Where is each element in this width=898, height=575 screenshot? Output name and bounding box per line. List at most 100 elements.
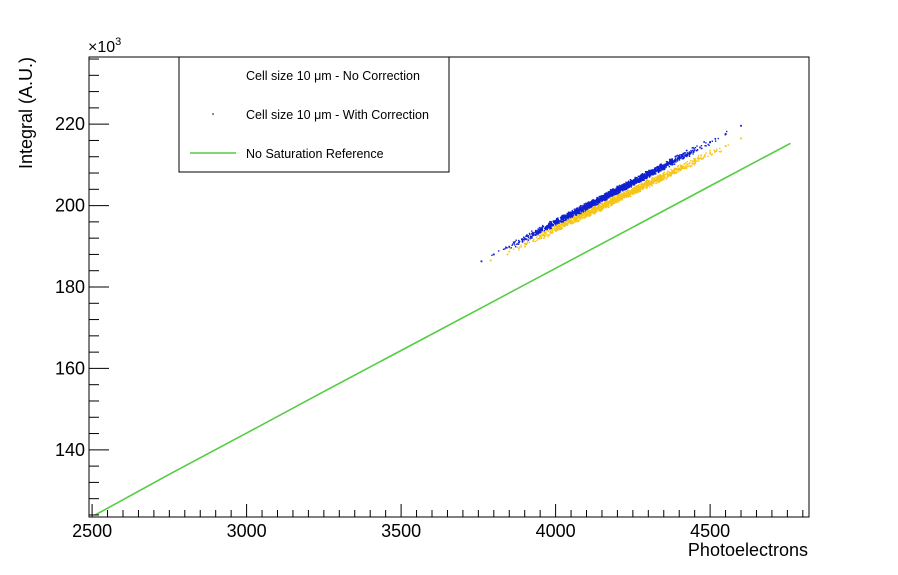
with-correction-point [629,184,631,186]
no-correction-point [584,215,587,218]
with-correction-data-point [585,205,588,208]
with-correction-point [549,222,552,225]
with-correction-point [662,164,664,166]
with-correction-point [621,187,623,189]
with-correction-point [576,208,578,211]
with-correction-point [585,202,587,204]
no-correction-point [568,220,571,222]
y-axis-title: Integral (A.U.) [16,57,36,169]
with-correction-point [621,188,623,190]
with-correction-point [619,187,621,190]
with-correction-point [676,154,679,157]
no-correction-point [620,194,622,196]
no-correction-point [632,192,634,194]
with-correction-point [668,163,671,165]
no-correction-point [691,160,694,162]
no-correction-point [636,188,638,190]
no-correction-point [525,243,528,245]
with-correction-point [594,199,596,202]
no-correction-point [611,199,614,202]
no-correction-point [528,241,531,244]
no-correction-point [648,181,650,184]
no-correction-point [586,209,588,212]
with-correction-point [675,160,677,162]
no-correction-point [720,150,722,152]
no-correction-point [651,178,653,180]
with-correction-point [700,145,703,147]
no-correction-point [616,201,618,204]
no-correction-point [552,228,554,230]
with-correction-point [614,188,617,191]
with-correction-point [491,254,493,256]
with-correction-point [620,185,622,187]
with-correction-point [599,198,602,200]
with-correction-point [625,186,628,188]
with-correction-point [569,215,571,218]
no-correction-point [649,181,651,183]
no-correction-point [683,166,685,168]
no-correction-point [681,166,684,168]
with-correction-point [634,178,636,180]
with-correction-point [546,227,548,230]
with-correction-point [596,198,599,200]
with-correction-point [674,155,676,158]
with-correction-point [651,172,654,175]
with-correction-point [529,235,532,237]
no-correction-point [562,222,564,225]
with-correction-point [580,210,583,213]
with-correction-point [653,169,656,171]
no-correction-point [638,185,640,188]
no-correction-point [620,193,622,195]
with-correction-point [612,188,614,191]
with-correction-point [696,148,699,151]
with-correction-point [584,206,586,208]
with-correction-point [591,203,594,205]
no-correction-point [665,177,667,179]
no-correction-point [588,214,590,216]
with-correction-point [670,161,673,163]
no-correction-point [592,208,595,210]
no-correction-point [618,196,621,198]
with-correction-point [529,233,531,235]
with-correction-point [594,203,596,205]
no-correction-point [661,174,663,177]
with-correction-point [646,175,648,177]
with-correction-data-point [631,181,634,184]
no-correction-point [593,210,595,213]
no-correction-point [523,240,525,243]
with-correction-point [551,225,554,227]
no-correction-point [583,213,585,215]
with-correction-point [676,157,679,160]
with-correction-point [558,222,560,224]
with-correction-point [600,199,602,201]
with-correction-point [577,212,579,215]
with-correction-point [518,240,521,243]
with-correction-data-point [508,245,511,248]
with-correction-point [555,219,558,221]
with-correction-point [525,238,527,241]
with-correction-point [655,170,658,172]
with-correction-data-point [601,197,603,200]
with-correction-point [717,137,719,140]
no-correction-point [580,214,582,217]
no-correction-point [681,164,683,167]
with-correction-point [560,218,562,220]
with-correction-point [612,193,614,196]
with-correction-point [540,231,542,233]
with-correction-point [564,215,566,217]
with-correction-point [550,226,552,228]
with-correction-point [580,212,582,214]
no-correction-point [648,186,651,188]
with-correction-point [637,181,640,183]
with-correction-point [633,179,635,181]
legend-label-reference: No Saturation Reference [246,147,384,161]
no-correction-point [615,201,617,203]
with-correction-point [701,147,703,150]
with-correction-point [676,160,679,162]
no-correction-point [555,230,557,232]
no-correction-point [561,225,563,227]
with-correction-point [617,185,620,188]
no-correction-point [648,180,651,182]
no-correction-point [560,228,562,231]
with-correction-point [555,220,557,222]
